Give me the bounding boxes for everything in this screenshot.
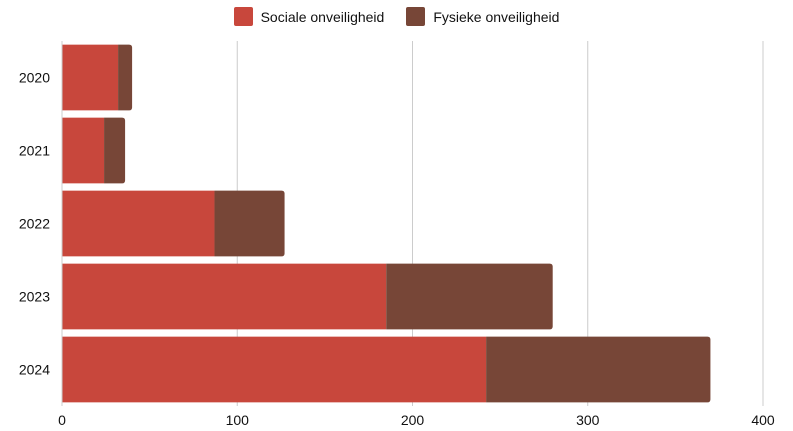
- bar-2021-sociale: [62, 118, 104, 184]
- bar-2024-fysieke: [486, 337, 710, 403]
- bar-2023-fysieke: [386, 264, 552, 330]
- x-tick-label-100: 100: [226, 412, 250, 428]
- y-category-label-2023: 2023: [19, 289, 50, 305]
- x-tick-label-200: 200: [401, 412, 425, 428]
- bar-2023-sociale: [62, 264, 386, 330]
- bar-2022-fysieke: [214, 191, 284, 257]
- x-tick-label-400: 400: [751, 412, 775, 428]
- y-category-label-2021: 2021: [19, 143, 50, 159]
- bar-2024-sociale: [62, 337, 486, 403]
- bar-2021-fysieke: [104, 118, 125, 184]
- x-tick-label-0: 0: [58, 412, 66, 428]
- bar-2020-fysieke: [118, 45, 132, 111]
- x-tick-label-300: 300: [576, 412, 600, 428]
- bar-2020-sociale: [62, 45, 118, 111]
- y-category-label-2024: 2024: [19, 362, 50, 378]
- y-category-label-2020: 2020: [19, 70, 50, 86]
- bar-2022-sociale: [62, 191, 214, 257]
- y-category-label-2022: 2022: [19, 216, 50, 232]
